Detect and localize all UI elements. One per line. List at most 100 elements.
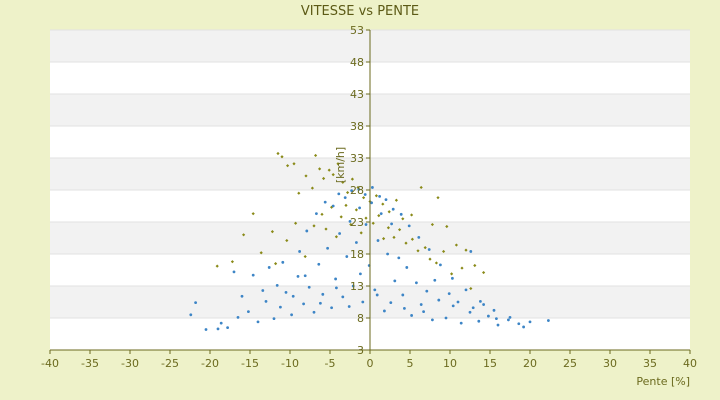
data-point [419, 303, 423, 306]
y-tick-label: 53 [350, 24, 364, 37]
y-tick-label: 8 [357, 312, 364, 325]
data-point [482, 270, 486, 275]
data-point [314, 153, 318, 158]
data-point [357, 187, 361, 191]
data-point [307, 285, 311, 289]
data-point [341, 180, 345, 184]
data-point [398, 228, 402, 232]
data-point [403, 307, 406, 310]
data-point [240, 294, 244, 298]
data-point [322, 176, 326, 181]
data-point [392, 235, 396, 239]
x-tick-label: 0 [367, 357, 374, 370]
data-point [219, 321, 223, 325]
data-point [264, 299, 268, 303]
data-point [415, 281, 418, 285]
x-tick-label: 10 [443, 357, 457, 370]
x-tick-label: 5 [407, 357, 414, 370]
data-point [382, 237, 386, 241]
data-point [495, 317, 498, 321]
data-point [379, 212, 383, 216]
data-point [430, 222, 434, 227]
data-point [401, 293, 405, 297]
y-tick-label: 28 [350, 184, 364, 197]
data-point [442, 249, 446, 254]
data-point [386, 226, 390, 230]
data-point [304, 174, 308, 178]
data-point [377, 214, 381, 218]
data-point [390, 222, 393, 226]
data-point [374, 194, 378, 198]
data-point [292, 162, 296, 166]
data-point [404, 241, 408, 245]
x-tick-label: -5 [325, 357, 336, 370]
x-tick-label: 25 [563, 357, 577, 370]
data-point [439, 263, 442, 267]
data-point [242, 233, 246, 237]
y-tick-label: 23 [350, 216, 364, 229]
labels: VITESSE vs PENTE Pente [%] [km/h] [301, 4, 690, 388]
data-point [383, 309, 386, 313]
data-point [303, 274, 307, 278]
x-tick-label: -35 [81, 357, 99, 370]
x-tick-label: 15 [483, 357, 497, 370]
data-point [312, 310, 316, 314]
data-point [236, 315, 240, 319]
data-point [364, 223, 368, 226]
data-point [339, 215, 343, 219]
data-point [416, 249, 420, 253]
data-point [346, 190, 350, 195]
data-point [464, 288, 468, 292]
data-point [375, 293, 379, 297]
data-point [517, 322, 521, 326]
data-point [327, 168, 331, 172]
data-point [460, 266, 464, 270]
data-point [226, 326, 230, 329]
data-point [444, 316, 448, 320]
data-point [363, 193, 367, 196]
data-point [417, 235, 421, 239]
data-point [302, 302, 305, 306]
data-point [251, 273, 255, 277]
data-point [528, 320, 532, 324]
data-point [359, 231, 363, 235]
data-point [482, 303, 485, 306]
x-tick-label: -20 [201, 357, 219, 370]
data-point [397, 256, 401, 260]
data-point [345, 255, 349, 258]
data-point [349, 222, 353, 227]
data-point [373, 288, 377, 292]
data-point [204, 328, 208, 331]
data-point [331, 173, 335, 177]
data-point [336, 162, 340, 166]
data-point [290, 313, 293, 317]
data-point [330, 205, 334, 209]
data-point [285, 238, 289, 243]
data-point [320, 212, 324, 216]
data-point [469, 286, 473, 291]
data-point [522, 325, 525, 329]
data-point [479, 299, 482, 303]
data-point [350, 177, 354, 181]
data-point [330, 306, 333, 310]
data-point [296, 275, 300, 278]
y-tick-label: 18 [350, 248, 364, 261]
data-point [464, 248, 468, 252]
x-axis-label: Pente [%] [636, 375, 690, 388]
y-tick-label: 38 [350, 120, 364, 133]
data-point [454, 243, 458, 247]
y-tick-label: 43 [350, 88, 364, 101]
data-point [399, 212, 403, 216]
data-point [471, 306, 475, 310]
data-point [447, 292, 451, 296]
data-point [451, 304, 455, 308]
data-point [312, 224, 316, 228]
data-point [272, 317, 276, 321]
data-point [437, 298, 441, 302]
data-point [547, 319, 550, 322]
data-point [251, 212, 255, 216]
data-point [310, 186, 314, 190]
data-point [256, 320, 260, 324]
data-point [334, 277, 337, 281]
